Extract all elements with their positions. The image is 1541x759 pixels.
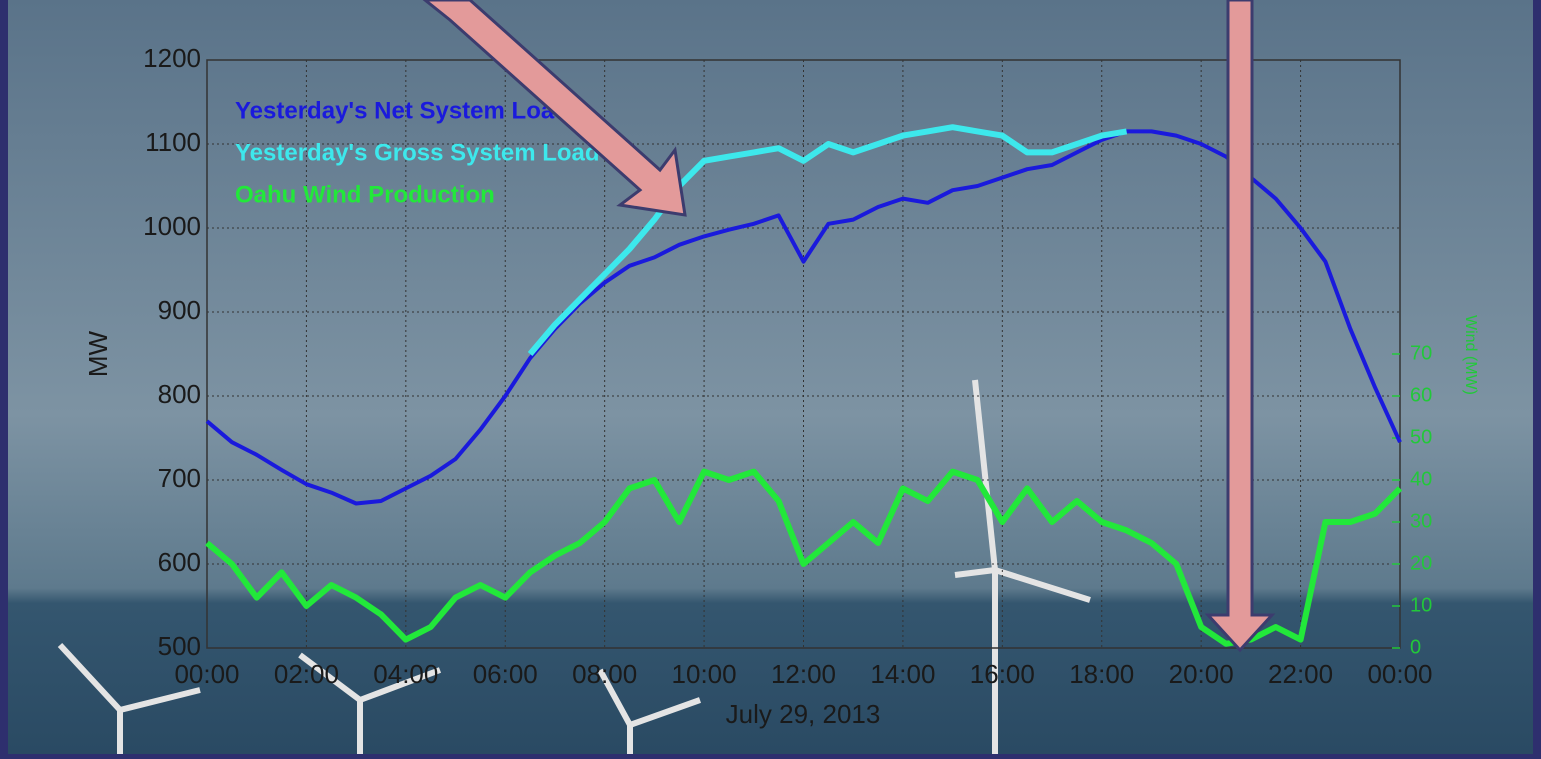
y2-tick-label: 40 (1410, 468, 1432, 490)
x-tick-label: 10:00 (672, 659, 737, 689)
slide: 50060070080090010001100120000:0002:0004:… (0, 0, 1541, 754)
y2-tick-label: 20 (1410, 552, 1432, 574)
y2-tick-label: 70 (1410, 342, 1432, 364)
y2-tick-label: 30 (1410, 510, 1432, 532)
x-tick-label: 14:00 (870, 659, 935, 689)
y-axis-label: MW (83, 330, 113, 377)
y-tick-label: 800 (158, 379, 201, 409)
legend-entry: Yesterday's Gross System Load (235, 139, 600, 166)
x-tick-label: 20:00 (1169, 659, 1234, 689)
x-tick-label: 06:00 (473, 659, 538, 689)
y-tick-label: 1000 (143, 211, 201, 241)
legend-entry: Oahu Wind Production (235, 181, 495, 208)
x-tick-label: 00:00 (174, 659, 239, 689)
x-tick-label: 02:00 (274, 659, 339, 689)
x-tick-label: 12:00 (771, 659, 836, 689)
y2-tick-label: 60 (1410, 384, 1432, 406)
y-tick-label: 1200 (143, 43, 201, 73)
x-tick-label: 22:00 (1268, 659, 1333, 689)
y2-axis-label: Wind (MW) (1462, 315, 1479, 395)
x-tick-label: 16:00 (970, 659, 1035, 689)
x-tick-label: 00:00 (1367, 659, 1432, 689)
y-tick-label: 500 (158, 631, 201, 661)
x-tick-label: 04:00 (373, 659, 438, 689)
y-tick-label: 900 (158, 295, 201, 325)
y2-tick-label: 0 (1410, 636, 1421, 658)
y2-tick-label: 50 (1410, 426, 1432, 448)
x-tick-label: 18:00 (1069, 659, 1134, 689)
x-axis-label: July 29, 2013 (726, 699, 881, 729)
x-tick-label: 08:00 (572, 659, 637, 689)
y-tick-label: 600 (158, 547, 201, 577)
y-tick-label: 1100 (145, 127, 201, 157)
legend-entry: Yesterday's Net System Load (235, 97, 569, 124)
y2-tick-label: 10 (1410, 594, 1432, 616)
y-tick-label: 700 (158, 463, 201, 493)
